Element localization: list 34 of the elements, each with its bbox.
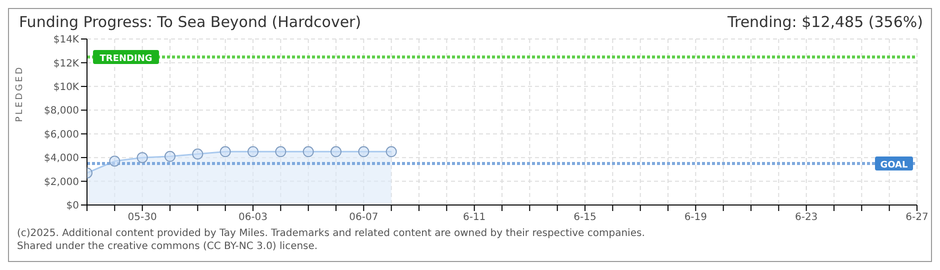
- point: [248, 146, 258, 158]
- point: [386, 146, 397, 158]
- x-tick-label: 06-03: [238, 212, 268, 224]
- ref-line-label: TRENDING: [100, 54, 152, 64]
- text: (c)2025. Additional content provided by Tay Miles. Trademarks and related content are owned by their respective companies.: [17, 227, 646, 240]
- x-tick-label: 6-11: [462, 212, 486, 224]
- y-axis-title: PLEDGED: [15, 65, 26, 122]
- x-tick-label: 05-30: [128, 212, 157, 224]
- y-tick-label: $8,000: [44, 106, 79, 117]
- point: [330, 146, 342, 158]
- x-tick-label: 6-15: [574, 212, 596, 224]
- point: [109, 156, 120, 167]
- x-tick-label: 06-07: [349, 212, 378, 224]
- point: [358, 146, 370, 158]
- point: [275, 146, 286, 158]
- chart-title: Funding Progress: To Sea Beyond (Hardcover): [19, 13, 362, 31]
- x-tick-label: 6-19: [684, 212, 708, 224]
- x-tick-label: 6-23: [794, 212, 818, 224]
- y-tick-label: $0: [66, 200, 79, 212]
- y-tick-label: $10K: [53, 82, 80, 93]
- point: [192, 148, 204, 160]
- y-tick-label: $2,000: [44, 176, 79, 188]
- y-tick-label: $12K: [53, 58, 80, 70]
- ref-line-label: GOAL: [880, 160, 908, 170]
- point: [164, 150, 176, 162]
- y-tick-label: $14K: [53, 34, 80, 46]
- chart-subtitle: Trending: $12,485 (356%): [728, 13, 923, 31]
- y-tick-label: $6,000: [44, 129, 79, 140]
- text: Shared under the creative commons (CC BY-NC 3.0) license.: [17, 240, 319, 253]
- point: [302, 146, 314, 158]
- x-tick-label: 6-27: [906, 212, 928, 224]
- point: [136, 152, 148, 164]
- point: [220, 146, 231, 158]
- y-tick-label: $4,000: [44, 153, 79, 164]
